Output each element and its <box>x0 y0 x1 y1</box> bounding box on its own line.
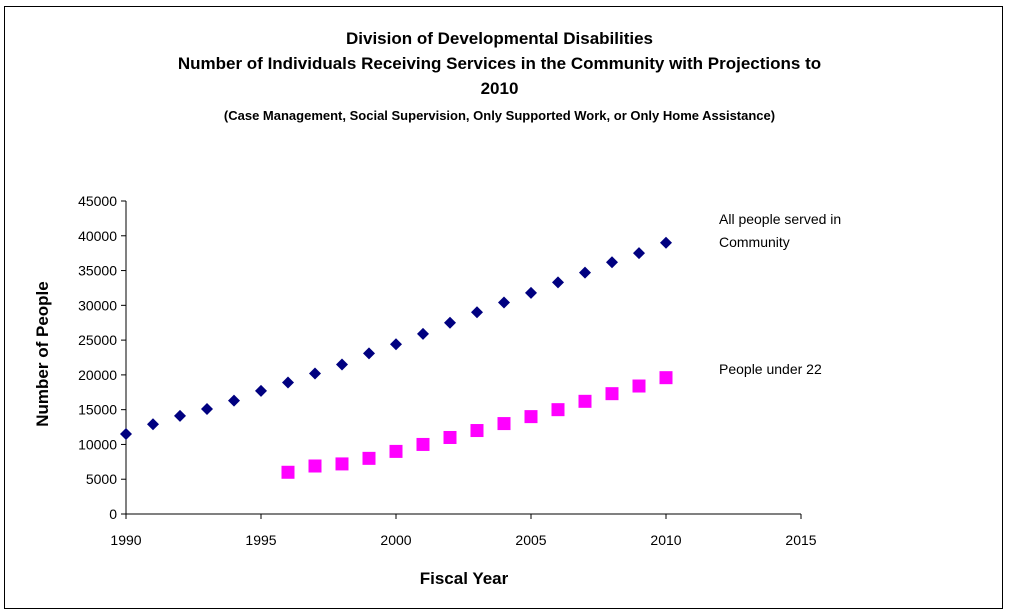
data-point-diamond <box>660 236 672 249</box>
data-point-diamond <box>606 256 618 269</box>
data-points <box>120 236 673 479</box>
data-point-diamond <box>363 347 375 360</box>
x-tick-label: 2000 <box>380 532 411 548</box>
data-point-diamond <box>552 276 564 289</box>
y-axis-ticks: 0 5000 10000 15000 20000 25000 30000 35000 40000… <box>78 193 126 522</box>
data-point-diamond <box>471 306 483 319</box>
data-point-diamond <box>255 384 267 397</box>
data-point-diamond <box>525 286 537 299</box>
data-point-diamond <box>174 409 186 422</box>
data-point-square <box>335 457 349 471</box>
chart-subtitle: (Case Management, Social Supervision, On… <box>223 108 776 123</box>
x-tick-label: 2005 <box>515 532 546 548</box>
series-labels: All people served in Community People unde… <box>719 211 841 377</box>
data-point-diamond <box>336 358 348 371</box>
y-tick-label: 25000 <box>78 332 117 348</box>
y-axis-title: Number of People <box>33 281 52 426</box>
x-tick-label: 1990 <box>110 532 141 548</box>
data-point-diamond <box>579 266 591 279</box>
data-point-square <box>281 465 295 479</box>
x-axis-title: Fiscal Year <box>420 569 509 588</box>
series-label-line-1: People under 22 <box>719 361 822 377</box>
data-point-diamond <box>309 367 321 380</box>
data-point-square <box>362 451 376 465</box>
data-point-diamond <box>228 394 240 407</box>
data-point-square <box>659 371 673 385</box>
data-point-diamond <box>147 418 159 431</box>
data-point-square <box>605 387 619 401</box>
series-label-line-2: Community <box>719 234 790 250</box>
data-point-square <box>632 379 646 393</box>
data-point-square <box>524 410 538 424</box>
data-point-square <box>578 394 592 408</box>
y-tick-label: 30000 <box>78 297 117 313</box>
chart-title-line-2: Number of Individuals Receiving Services… <box>177 54 822 73</box>
chart-title-block: Division of Developmental Disabilities N… <box>0 26 999 127</box>
chart-title-line-3: 2010 <box>480 79 519 98</box>
data-point-square <box>389 444 403 458</box>
data-point-diamond <box>390 338 402 351</box>
y-tick-label: 20000 <box>78 367 117 383</box>
data-point-square <box>551 403 565 417</box>
data-point-square <box>470 424 484 438</box>
data-point-square <box>308 459 322 473</box>
y-tick-label: 40000 <box>78 228 117 244</box>
data-point-diamond <box>444 316 456 329</box>
y-tick-label: 45000 <box>78 193 117 209</box>
x-axis-ticks: 1990 1995 2000 2005 2010 2015 <box>110 514 817 548</box>
axes <box>125 201 801 515</box>
series-label-line-1: All people served in <box>719 211 841 227</box>
data-point-diamond <box>201 402 213 415</box>
y-tick-label: 5000 <box>86 471 117 487</box>
x-tick-label: 2015 <box>785 532 816 548</box>
data-point-diamond <box>417 327 429 340</box>
data-point-diamond <box>633 247 645 260</box>
data-point-diamond <box>120 428 132 441</box>
data-point-square <box>443 430 457 444</box>
data-point-diamond <box>282 376 294 389</box>
y-tick-label: 0 <box>109 506 117 522</box>
data-point-square <box>497 417 511 431</box>
chart-title-line-1: Division of Developmental Disabilities <box>345 29 654 48</box>
y-tick-label: 35000 <box>78 263 117 279</box>
data-point-square <box>416 437 430 451</box>
x-tick-label: 2010 <box>650 532 681 548</box>
y-tick-label: 15000 <box>78 402 117 418</box>
data-point-diamond <box>498 296 510 309</box>
y-tick-label: 10000 <box>78 436 117 452</box>
x-tick-label: 1995 <box>245 532 276 548</box>
